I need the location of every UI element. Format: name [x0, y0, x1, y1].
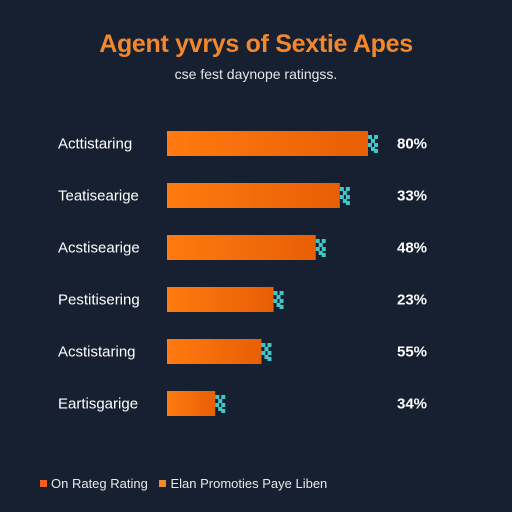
legend-swatch	[159, 480, 167, 488]
bar	[167, 131, 368, 156]
legend-label: On Rateg Rating	[51, 476, 148, 491]
bar-end-marker	[215, 395, 226, 413]
legend-label: Elan Promoties Paye Liben	[170, 476, 328, 491]
chart-subtitle: cse fest daynope ratingss.	[174, 66, 338, 82]
value-label: 48%	[397, 240, 427, 257]
bar-end-marker	[339, 187, 350, 205]
bar-end-marker	[261, 343, 272, 361]
value-label: 80%	[397, 136, 427, 153]
bar	[167, 391, 216, 416]
category-label: Eartisgarige	[58, 396, 138, 413]
category-label: Acstistaring	[58, 344, 136, 361]
bar	[167, 287, 274, 312]
bar-end-marker	[368, 135, 378, 153]
category-label: Acttistaring	[58, 136, 132, 153]
value-label: 55%	[397, 344, 427, 361]
bar-end-marker	[315, 239, 326, 257]
category-label: Teatisearige	[58, 188, 139, 205]
category-label: Acstisearige	[58, 240, 140, 257]
chart-legend: On Rateg Rating Elan Promoties Paye Libe…	[40, 476, 335, 491]
bar	[167, 339, 262, 364]
chart-title: Agent yvrys of Sextie Apes	[99, 30, 413, 58]
category-label: Pestitisering	[58, 292, 140, 309]
legend-swatch	[40, 480, 47, 488]
bar	[167, 235, 316, 260]
value-label: 23%	[397, 292, 427, 309]
legend-item: Elan Promoties Paye Liben	[159, 476, 327, 491]
bar-end-marker	[273, 291, 284, 309]
bar	[167, 183, 340, 208]
legend-item: On Rateg Rating	[40, 476, 151, 491]
value-label: 33%	[397, 188, 427, 205]
value-label: 34%	[397, 396, 427, 413]
